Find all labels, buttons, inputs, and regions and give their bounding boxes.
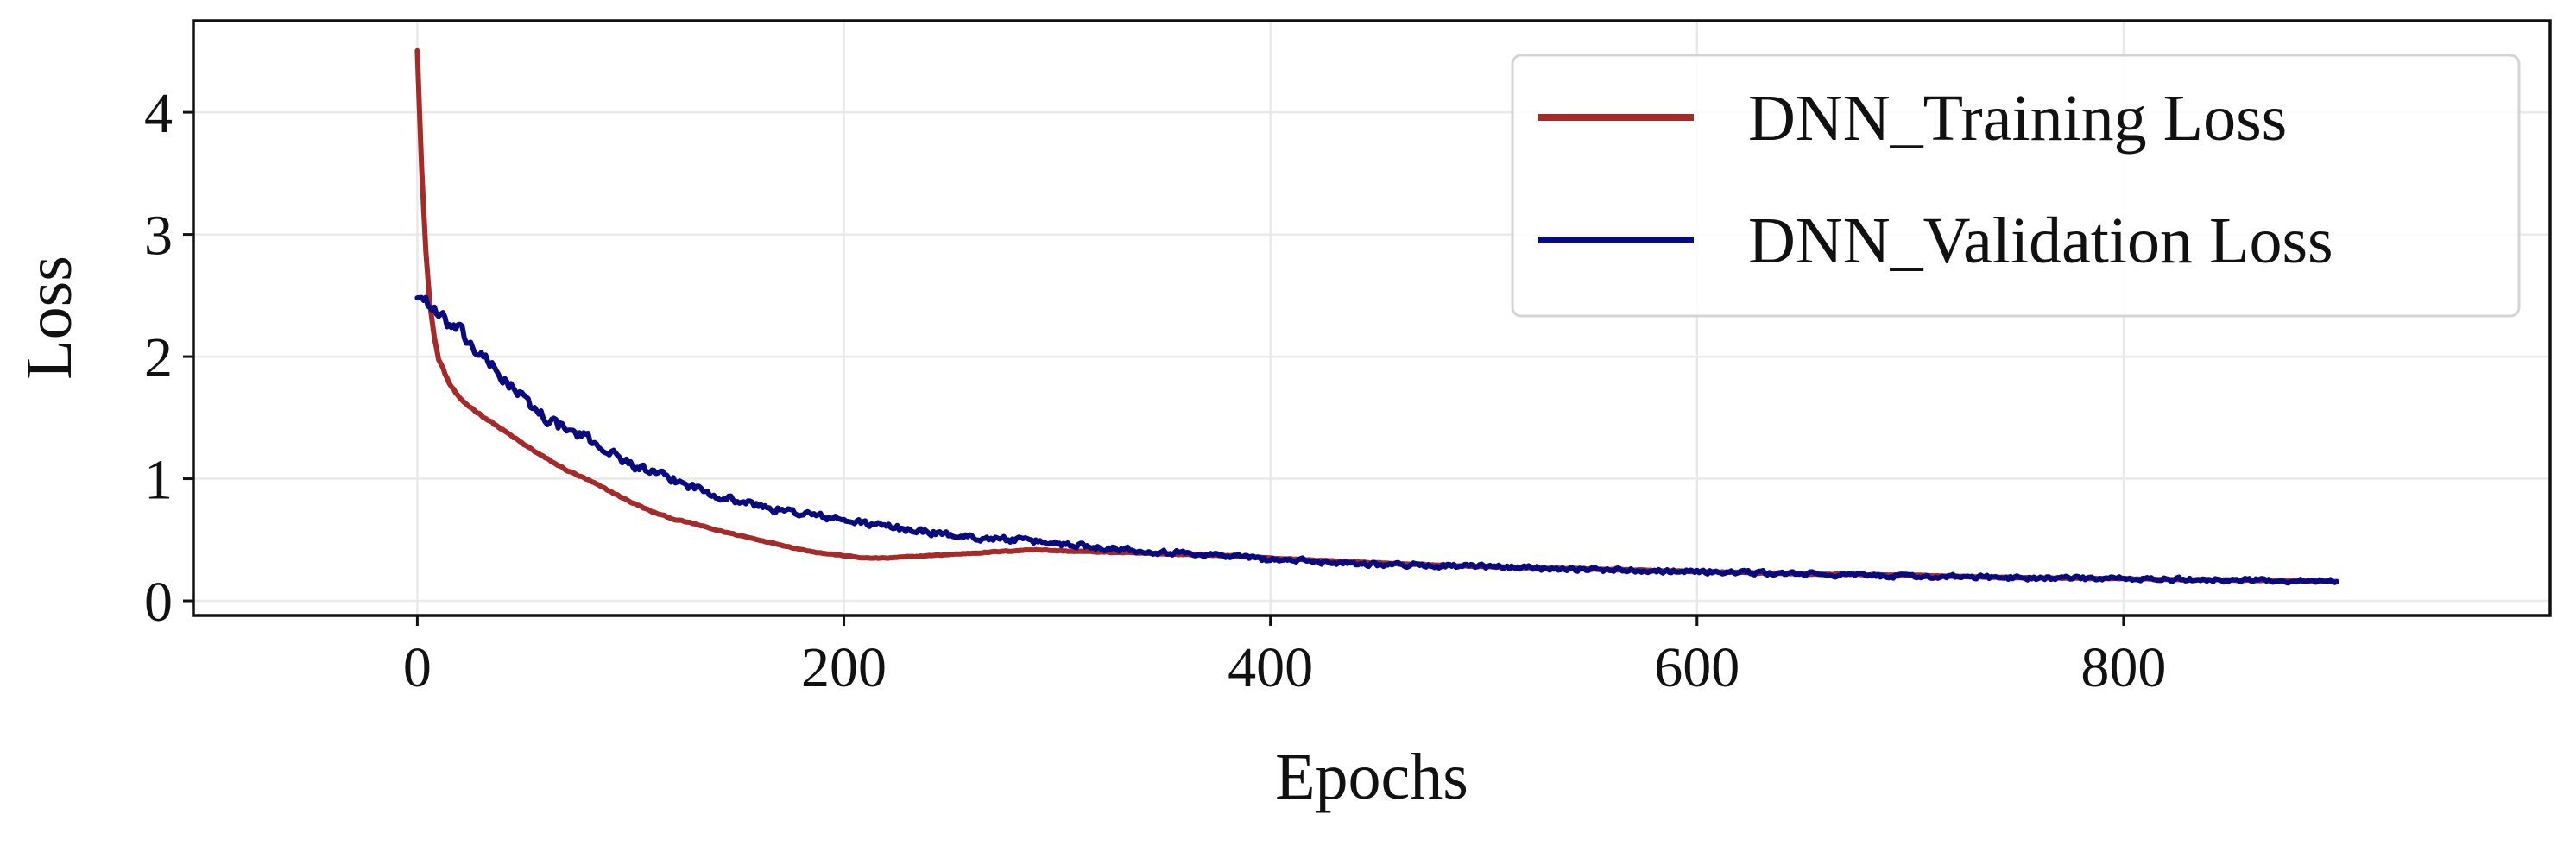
x-tick-label: 400 [1228, 636, 1313, 699]
x-axis-title: Epochs [1275, 741, 1468, 813]
x-tick-label: 200 [801, 636, 887, 699]
y-tick-label: 1 [144, 449, 173, 512]
legend-box [1511, 54, 2521, 318]
x-tick-label: 600 [1654, 636, 1739, 699]
y-axis-title: Loss [13, 256, 85, 380]
y-tick-label: 4 [144, 82, 173, 145]
y-tick-label: 0 [144, 571, 173, 634]
x-tick-label: 0 [403, 636, 432, 699]
series-layer [414, 47, 2339, 586]
legend-label-validation: DNN_Validation Loss [1748, 205, 2333, 277]
legend-label-training: DNN_Training Loss [1748, 82, 2287, 155]
legend: DNN_Training Loss DNN_Validation Loss [1511, 54, 2521, 318]
ticks-layer: 0 200 400 600 800 0 1 2 3 4 [144, 82, 2166, 699]
x-tick-label: 800 [2080, 636, 2166, 699]
validation-loss-line [414, 294, 2339, 586]
y-tick-label: 2 [144, 326, 173, 389]
y-tick-label: 3 [144, 205, 173, 268]
axes-frame [192, 19, 2552, 617]
